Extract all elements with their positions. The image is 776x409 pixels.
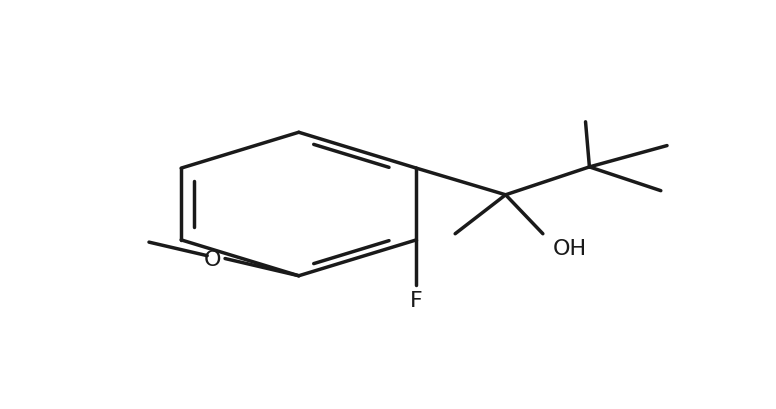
Text: F: F xyxy=(410,290,423,310)
Text: OH: OH xyxy=(553,238,587,258)
Text: O: O xyxy=(203,249,221,269)
